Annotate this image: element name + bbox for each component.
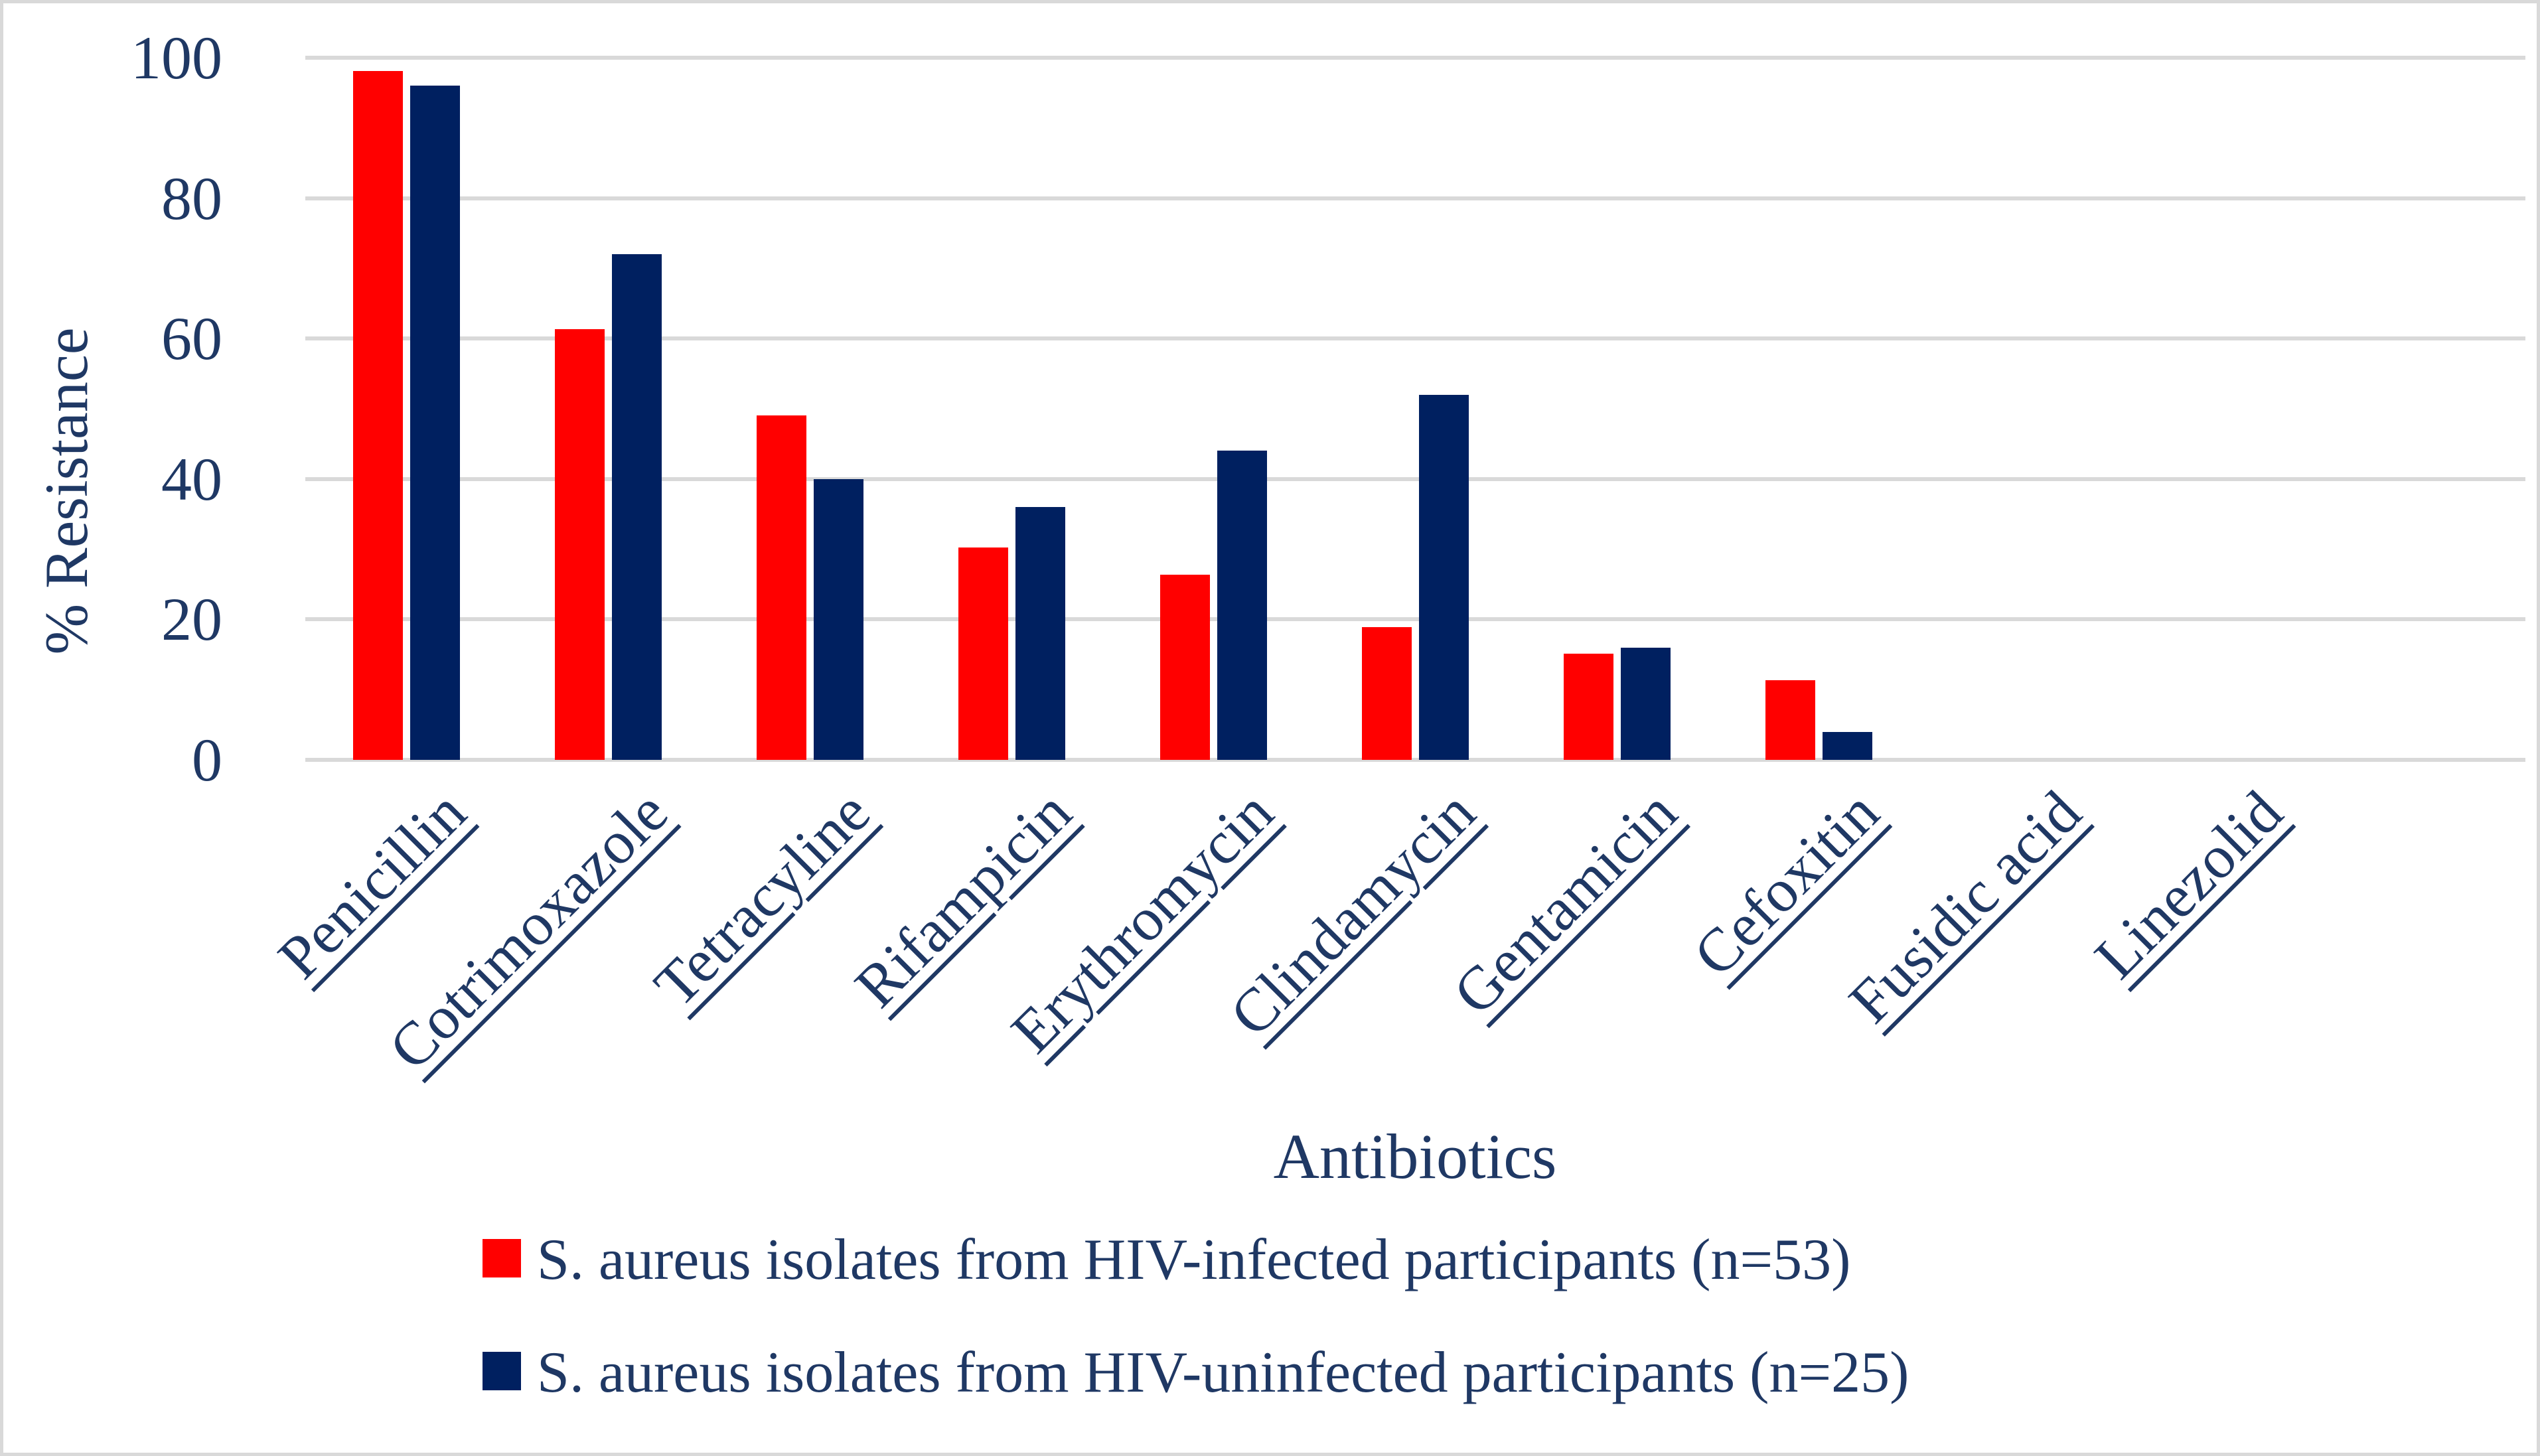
bar-hiv-uninfected-tetracyline bbox=[813, 478, 863, 760]
x-category-label-penicillin: Penicillin bbox=[265, 778, 479, 991]
bar-hiv-uninfected-gentamicin bbox=[1621, 647, 1671, 760]
legend-swatch-navy bbox=[483, 1352, 521, 1390]
gridline-80 bbox=[305, 196, 2525, 200]
x-category-label-tetracyline: Tetracyline bbox=[640, 778, 883, 1020]
y-tick-label-80: 80 bbox=[161, 164, 222, 232]
y-tick-label-100: 100 bbox=[131, 24, 222, 92]
y-tick-label-40: 40 bbox=[161, 445, 222, 513]
legend-item-hiv-infected: S. aureus isolates from HIV-infected par… bbox=[483, 1228, 1850, 1292]
y-tick-label-20: 20 bbox=[161, 585, 222, 654]
legend-label-hiv-infected: S. aureus isolates from HIV-infected par… bbox=[537, 1228, 1851, 1292]
x-category-label-cefoxitin: Cefoxitin bbox=[1681, 778, 1892, 989]
y-tick-label-60: 60 bbox=[161, 305, 222, 373]
legend-item-hiv-uninfected: S. aureus isolates from HIV-uninfected p… bbox=[483, 1341, 1909, 1405]
y-tick-label-0: 0 bbox=[192, 726, 222, 794]
gridline-0 bbox=[305, 758, 2525, 762]
gridline-40 bbox=[305, 476, 2525, 481]
bar-hiv-infected-tetracyline bbox=[756, 415, 806, 760]
gridline-20 bbox=[305, 617, 2525, 622]
y-axis-title: % Resistance bbox=[33, 327, 100, 655]
legend-swatch-red bbox=[483, 1239, 521, 1277]
gridline-60 bbox=[305, 336, 2525, 341]
bar-hiv-uninfected-penicillin bbox=[410, 86, 460, 760]
bar-hiv-infected-gentamicin bbox=[1564, 654, 1614, 760]
x-category-label-linezolid: Linezolid bbox=[2081, 778, 2296, 991]
bar-hiv-uninfected-cefoxitin bbox=[1823, 731, 1873, 760]
bar-hiv-uninfected-clindamycin bbox=[1419, 394, 1469, 760]
bar-hiv-uninfected-cotrimoxazole bbox=[611, 254, 662, 760]
legend-label-hiv-uninfected: S. aureus isolates from HIV-uninfected p… bbox=[537, 1341, 1909, 1405]
bar-hiv-infected-erythromycin bbox=[1159, 574, 1210, 760]
bar-hiv-uninfected-erythromycin bbox=[1217, 451, 1267, 760]
bar-hiv-uninfected-rifampicin bbox=[1015, 507, 1065, 760]
bar-hiv-infected-cotrimoxazole bbox=[554, 329, 605, 760]
x-axis-title: Antibiotics bbox=[1273, 1121, 1557, 1192]
bar-hiv-infected-clindamycin bbox=[1362, 627, 1412, 760]
bar-hiv-infected-rifampicin bbox=[958, 547, 1008, 760]
bar-hiv-infected-cefoxitin bbox=[1765, 680, 1816, 760]
bar-hiv-infected-penicillin bbox=[352, 71, 403, 760]
gridline-100 bbox=[305, 56, 2525, 60]
